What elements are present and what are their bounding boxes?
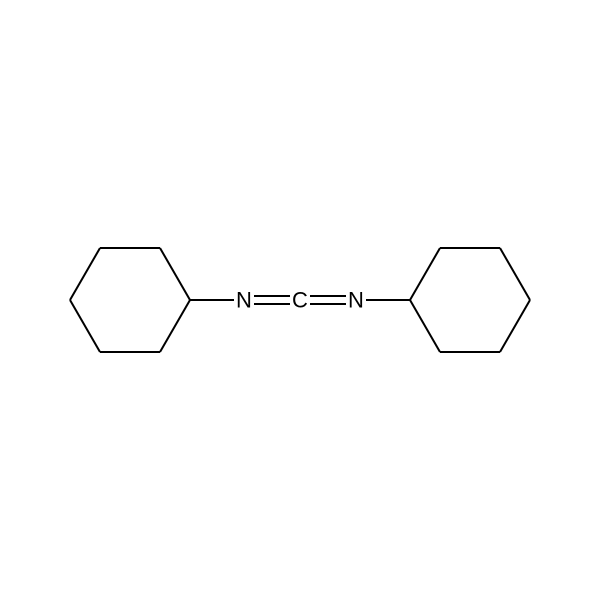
- left-ring-edge: [160, 248, 190, 300]
- right-ring-edge: [410, 248, 440, 300]
- molecule-diagram: NCN: [0, 0, 600, 600]
- atom-n-left: N: [236, 288, 252, 313]
- right-ring-edge: [500, 300, 530, 352]
- right-ring-edge: [500, 248, 530, 300]
- left-ring-edge: [70, 248, 100, 300]
- left-ring-edge: [70, 300, 100, 352]
- left-ring-edge: [160, 300, 190, 352]
- atom-c-center: C: [292, 288, 308, 313]
- right-ring-edge: [410, 300, 440, 352]
- atom-n-right: N: [348, 288, 364, 313]
